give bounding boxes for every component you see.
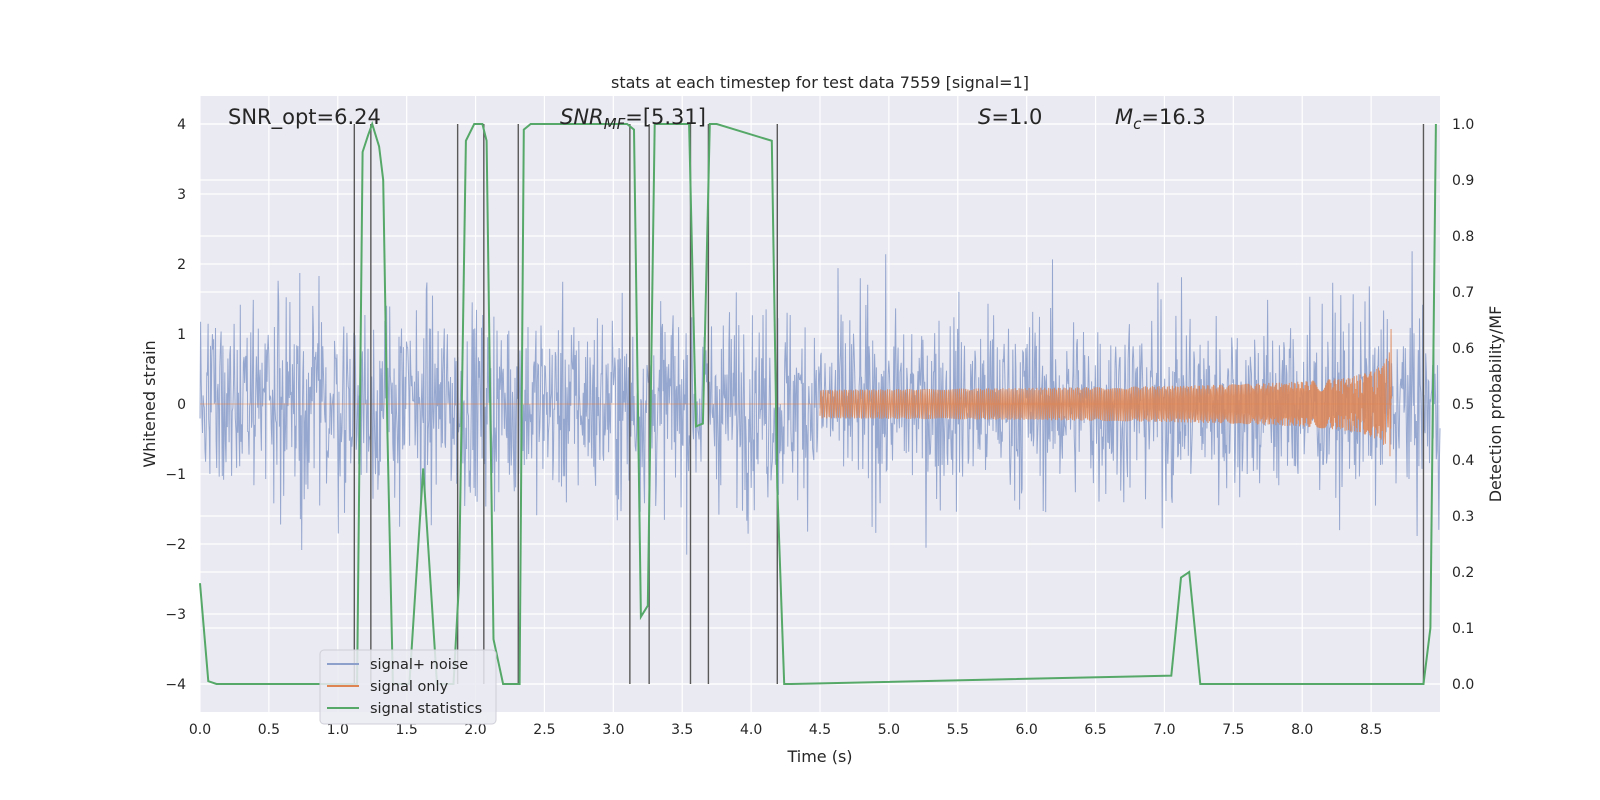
- x-tick-label: 7.0: [1153, 722, 1175, 738]
- x-tick-label: 3.0: [602, 722, 624, 738]
- x-tick-label: 8.5: [1360, 722, 1382, 738]
- y-right-tick-label: 0.1: [1452, 621, 1474, 637]
- legend-label-signal-statistics: signal statistics: [370, 701, 482, 717]
- x-tick-label: 5.0: [878, 722, 900, 738]
- y-left-tick-label: −2: [165, 537, 186, 553]
- annotation-mc-subscript: c: [1133, 115, 1142, 133]
- x-tick-label: 2.0: [464, 722, 486, 738]
- x-tick-label: 2.5: [533, 722, 555, 738]
- x-tick-label: 3.5: [671, 722, 693, 738]
- y-right-tick-label: 0.8: [1452, 229, 1474, 245]
- y-right-tick-label: 0.3: [1452, 509, 1474, 525]
- y-left-tick-label: 0: [177, 397, 186, 413]
- y-right-tick-label: 0.6: [1452, 341, 1474, 357]
- x-tick-label: 5.5: [947, 722, 969, 738]
- y-right-tick-label: 0.2: [1452, 565, 1474, 581]
- vertical-markers: [353, 124, 1425, 684]
- annotation-s-value: =1.0: [991, 105, 1042, 129]
- y-left-tick-label: 1: [177, 327, 186, 343]
- y-right-tick-label: 0.7: [1452, 285, 1474, 301]
- annotation-s: S=1.0: [978, 105, 1042, 129]
- y-left-tick-label: 2: [177, 257, 186, 273]
- x-tick-label: 6.5: [1084, 722, 1106, 738]
- y-left-tick-label: 4: [177, 117, 186, 133]
- x-tick-label: 7.5: [1222, 722, 1244, 738]
- y-left-tick-labels: 4 3 2 1 0 −1 −2 −3 −4: [165, 117, 186, 693]
- y-right-tick-label: 0.0: [1452, 677, 1474, 693]
- annotation-snr-opt: SNR_opt=6.24: [228, 105, 381, 130]
- x-tick-label: 0.0: [189, 722, 211, 738]
- annotation-snr-mf-subscript: MF: [604, 115, 626, 133]
- y-left-tick-label: 3: [177, 187, 186, 203]
- annotation-snr-mf: SNRMF=[5.31]: [560, 105, 706, 133]
- annotation-mc-symbol: M: [1115, 105, 1133, 129]
- x-tick-label: 0.5: [258, 722, 280, 738]
- series-signal-statistics: [199, 120, 1437, 685]
- x-axis-label: Time (s): [786, 747, 852, 766]
- y-right-tick-label: 0.5: [1452, 397, 1474, 413]
- y-right-tick-labels: 1.0 0.9 0.8 0.7 0.6 0.5 0.4 0.3 0.2 0.1 0.0: [1452, 117, 1474, 693]
- y-right-tick-label: 0.4: [1452, 453, 1474, 469]
- annotation-snr-mf-symbol: SNR: [560, 105, 604, 129]
- y-right-tick-label: 0.9: [1452, 173, 1474, 189]
- signal-statistics-line: [199, 120, 1437, 685]
- annotation-mc: Mc=16.3: [1115, 105, 1206, 133]
- legend-box: [319, 649, 497, 725]
- x-tick-label: 1.5: [396, 722, 418, 738]
- series-signal-only: [200, 329, 1392, 457]
- x-tick-label: 1.0: [327, 722, 349, 738]
- annotation-s-symbol: S: [978, 105, 991, 129]
- annotation-mc-value: =16.3: [1141, 105, 1205, 129]
- x-tick-labels: 0.0 0.5 1.0 1.5 2.0 2.5 3.0 3.5 4.0 4.5 5.0 5.5 6.0 6…: [189, 722, 1382, 738]
- y-left-tick-label: −1: [165, 467, 186, 483]
- signal-only-line: [819, 329, 1392, 457]
- legend-label-signal-noise: signal+ noise: [370, 657, 468, 673]
- annotations: SNR_opt=6.24 SNRMF=[5.31] S=1.0 Mc=16.3: [228, 105, 1206, 133]
- annotation-snr-mf-value: =[5.31]: [625, 105, 706, 129]
- x-tick-label: 6.0: [1016, 722, 1038, 738]
- legend-label-signal-only: signal only: [370, 679, 449, 695]
- legend: signal+ noise signal only signal statist…: [319, 649, 497, 725]
- y-left-tick-label: −3: [165, 607, 186, 623]
- x-tick-label: 4.5: [809, 722, 831, 738]
- y-axis-label-right: Detection probability/MF: [1486, 306, 1505, 503]
- x-tick-label: 8.0: [1291, 722, 1313, 738]
- x-tick-label: 4.0: [740, 722, 762, 738]
- chart-title: stats at each timestep for test data 755…: [611, 73, 1029, 92]
- y-right-tick-label: 1.0: [1452, 117, 1474, 133]
- y-left-tick-label: −4: [165, 677, 186, 693]
- y-axis-label-left: Whitened strain: [140, 340, 159, 467]
